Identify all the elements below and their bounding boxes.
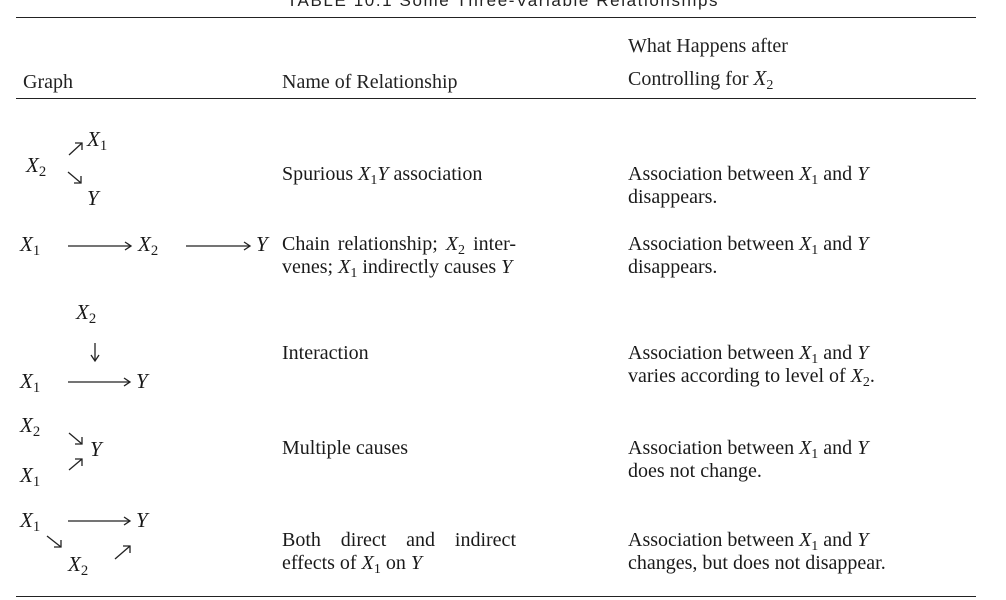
row-effect: Association between X1 and Y varies acco… bbox=[628, 342, 875, 390]
row-effect: Association between X1 and Y does not ch… bbox=[628, 437, 869, 482]
graph-var-y: Y bbox=[256, 232, 268, 256]
row-name: Interaction bbox=[282, 342, 369, 364]
row-name: Multiple causes bbox=[282, 437, 409, 459]
header-graph: Graph bbox=[23, 71, 73, 93]
row-effect: Association between X1 and Y disappears. bbox=[628, 233, 869, 278]
graph-var-y: Y bbox=[136, 508, 148, 532]
graph-var-y: Y bbox=[87, 186, 99, 210]
graph-var-x2: X2 bbox=[76, 300, 97, 327]
row-name: Chain relationship; X2 inter- venes; X1 … bbox=[282, 233, 516, 281]
header-rule bbox=[16, 98, 976, 99]
graph-var-y: Y bbox=[136, 369, 148, 393]
graph-var-y: Y bbox=[90, 437, 102, 461]
header-name: Name of Relationship bbox=[282, 71, 458, 93]
table-caption: TABLE 10.1 Some Three-Variable Relations… bbox=[286, 0, 720, 10]
row-name: Both direct and indirect effects of X1 o… bbox=[282, 529, 516, 577]
graph-var-x2: X2 bbox=[138, 232, 159, 259]
graph-var-x2: X2 bbox=[20, 413, 41, 440]
graph-var-x1: X1 bbox=[20, 508, 41, 535]
header-after-line1: What Happens after bbox=[628, 35, 788, 57]
bottom-rule bbox=[16, 596, 976, 597]
graph-var-x1: X1 bbox=[20, 463, 41, 490]
graph-var-x2: X2 bbox=[68, 552, 89, 579]
header-after-line2: Controlling for X2 bbox=[628, 66, 774, 93]
graph-var-x1: X1 bbox=[20, 232, 41, 259]
row-name: Spurious X1Y association bbox=[282, 163, 483, 188]
graph-var-x2: X2 bbox=[26, 153, 47, 180]
row-effect: Association between X1 and Y changes, bu… bbox=[628, 529, 886, 574]
graph-var-x1: X1 bbox=[87, 127, 108, 154]
row-effect: Association between X1 and Y disappears. bbox=[628, 163, 869, 208]
graph-var-x1: X1 bbox=[20, 369, 41, 396]
top-rule bbox=[16, 17, 976, 18]
